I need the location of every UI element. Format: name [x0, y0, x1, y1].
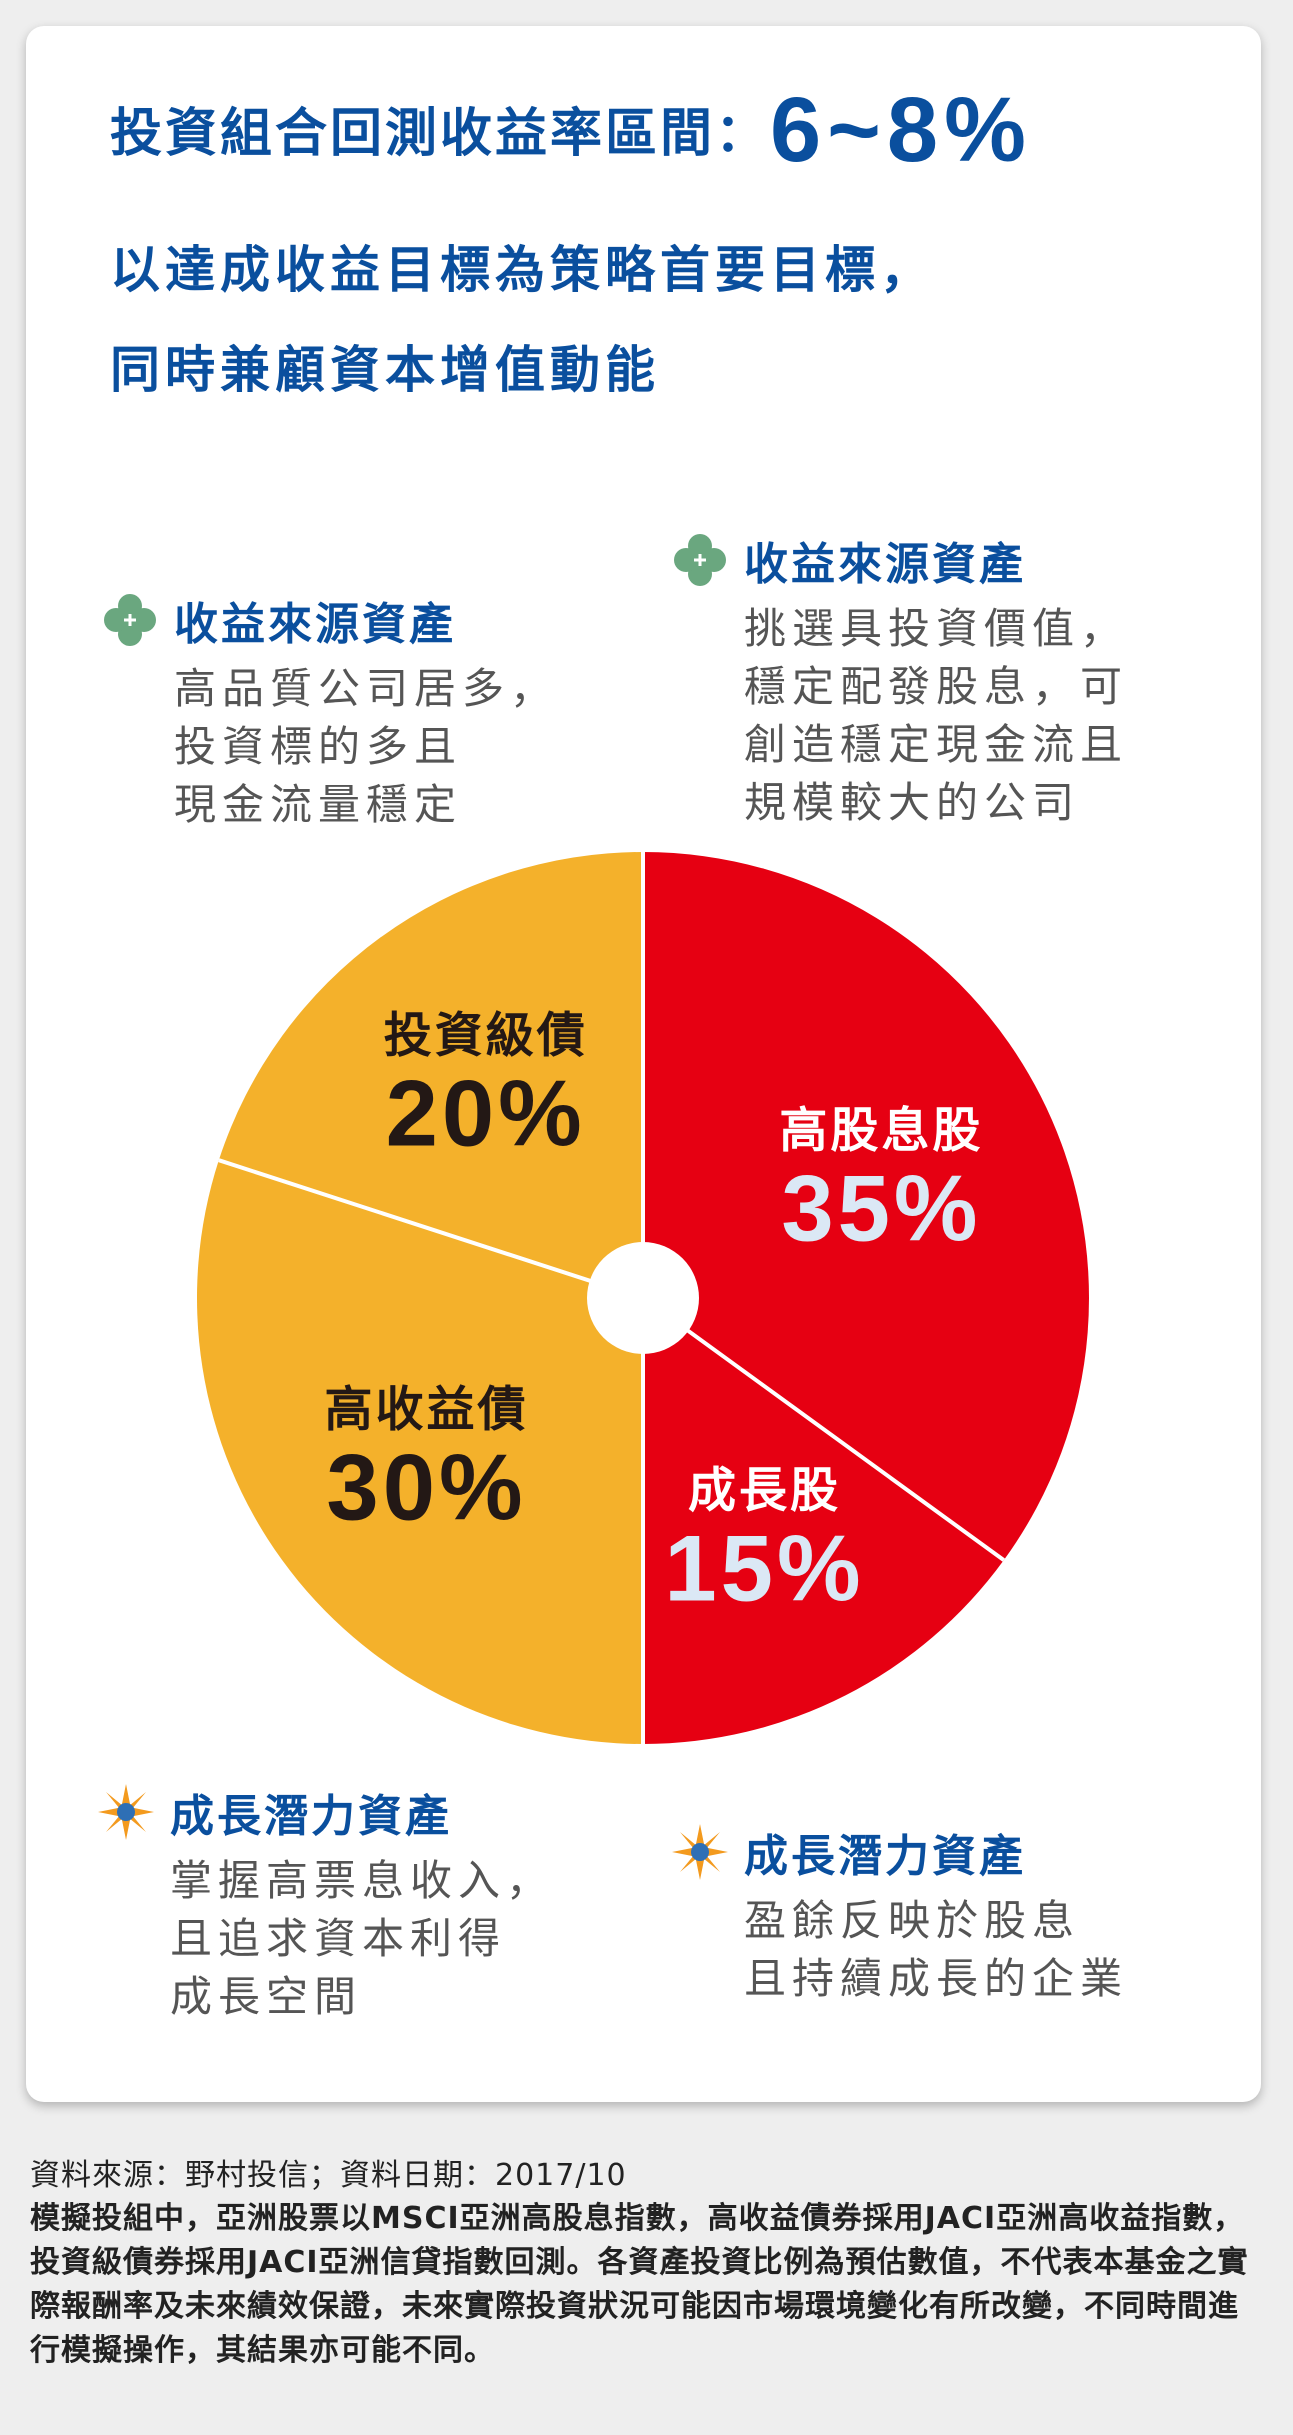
- slice-label: 高股息股: [779, 1103, 983, 1159]
- headline-value: 6~8%: [770, 79, 1032, 181]
- callout-growth-left: 成長潛力資產 掌握高票息收入， 且追求資本利得 成長空間: [96, 1780, 554, 2026]
- slice-value-label: 15%: [664, 1515, 864, 1620]
- callout-line: 投資標的多且: [174, 722, 463, 771]
- pie-slice: [218, 852, 643, 1298]
- slice-divider: [641, 1296, 1005, 1562]
- callout-line: 穩定配發股息，可: [744, 662, 1129, 711]
- slice-divider: [218, 1158, 644, 1300]
- callout-title: 成長潛力資產: [170, 1791, 452, 1842]
- pie-slice: [643, 1298, 1004, 1744]
- callout-line: 挑選具投資價值，: [744, 604, 1129, 653]
- pie-center-hole: [587, 1242, 699, 1354]
- callout-growth-right: 成長潛力資產 盈餘反映於股息 且持續成長的企業: [670, 1820, 1128, 2008]
- green-flower-icon: [104, 594, 156, 646]
- subhead-line-1: 以達成收益目標為策略首要目標，: [110, 241, 935, 299]
- orange-sunburst-icon: [98, 1784, 154, 1840]
- callout-income-right: 收益來源資產 挑選具投資價值， 穩定配發股息，可 創造穩定現金流且 規模較大的公…: [670, 528, 1128, 832]
- green-flower-icon: [674, 534, 726, 586]
- data-source: 資料來源：野村投信；資料日期：2017/10: [30, 2158, 627, 2193]
- slice-value-label: 20%: [386, 1061, 586, 1166]
- callout-title: 收益來源資產: [744, 539, 1026, 590]
- callout-title: 成長潛力資產: [744, 1831, 1026, 1882]
- slice-value-label: 30%: [326, 1434, 526, 1539]
- headline-text: 投資組合回測收益率區間：: [110, 104, 771, 164]
- subhead-line-2: 同時兼顧資本增值動能: [110, 341, 660, 399]
- slice-value-label: 35%: [781, 1156, 981, 1261]
- orange-sunburst-icon: [672, 1824, 728, 1880]
- pie-slice: [197, 1160, 644, 1745]
- headline: 投資組合回測收益率區間：6~8%: [110, 84, 1032, 176]
- footer: 資料來源：野村投信；資料日期：2017/10 模擬投組中，亞洲股票以MSCI亞洲…: [30, 2155, 1265, 2373]
- callout-line: 高品質公司居多，: [174, 664, 559, 713]
- slice-label: 高收益債: [324, 1381, 528, 1437]
- callout-line: 盈餘反映於股息: [744, 1896, 1081, 1945]
- callout-line: 現金流量穩定: [174, 780, 463, 829]
- callout-income-left: 收益來源資產 高品質公司居多， 投資標的多且 現金流量穩定: [100, 588, 558, 834]
- callout-line: 掌握高票息收入，: [170, 1856, 555, 1905]
- callout-line: 成長空間: [170, 1972, 363, 2021]
- slice-label: 成長股: [688, 1462, 841, 1518]
- callout-title: 收益來源資產: [174, 599, 456, 650]
- slice-label: 投資級債: [384, 1008, 588, 1064]
- pie-slice: [643, 852, 1090, 1561]
- callout-line: 且追求資本利得: [170, 1914, 507, 1963]
- callout-line: 創造穩定現金流且: [744, 720, 1129, 769]
- disclaimer-note: 模擬投組中，亞洲股票以MSCI亞洲高股息指數，高收益債券採用JACI亞洲高收益指…: [30, 2201, 1249, 2368]
- callout-line: 規模較大的公司: [744, 778, 1081, 827]
- callout-line: 且持續成長的企業: [744, 1954, 1129, 2003]
